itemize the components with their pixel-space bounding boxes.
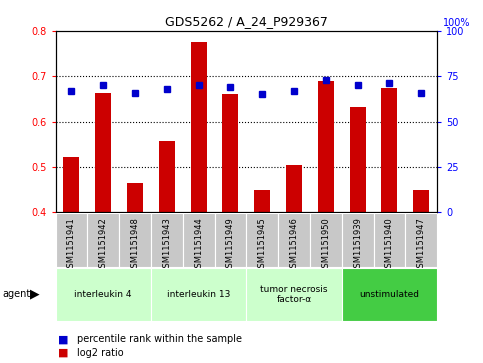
Bar	[95, 93, 111, 212]
Text: unstimulated: unstimulated	[359, 290, 419, 299]
Bar	[350, 107, 366, 212]
Text: ■: ■	[58, 348, 69, 358]
Bar	[151, 268, 246, 321]
Bar	[191, 42, 207, 212]
Text: percentile rank within the sample: percentile rank within the sample	[77, 334, 242, 344]
Text: GSM1151942: GSM1151942	[99, 217, 108, 273]
Text: GSM1151945: GSM1151945	[258, 217, 267, 273]
Bar	[246, 213, 278, 267]
Text: GSM1151941: GSM1151941	[67, 217, 76, 273]
Bar	[127, 183, 143, 212]
Text: GSM1151948: GSM1151948	[130, 217, 140, 273]
Text: 100%: 100%	[443, 18, 470, 28]
Bar	[342, 213, 373, 267]
Bar	[286, 165, 302, 212]
Bar	[223, 94, 239, 212]
Bar	[56, 213, 87, 267]
Text: GSM1151943: GSM1151943	[162, 217, 171, 273]
Text: interleukin 4: interleukin 4	[74, 290, 132, 299]
Text: GSM1151939: GSM1151939	[353, 217, 362, 273]
Text: ▶: ▶	[30, 287, 40, 301]
Bar	[373, 213, 405, 267]
Bar	[56, 268, 151, 321]
Text: log2 ratio: log2 ratio	[77, 348, 124, 358]
Text: GSM1151944: GSM1151944	[194, 217, 203, 273]
Bar	[119, 213, 151, 267]
Bar	[87, 213, 119, 267]
Bar	[405, 213, 437, 267]
Bar	[278, 213, 310, 267]
Bar	[382, 87, 398, 212]
Text: interleukin 13: interleukin 13	[167, 290, 230, 299]
Bar	[310, 213, 342, 267]
Bar	[254, 189, 270, 212]
Text: agent: agent	[2, 289, 30, 299]
Text: GSM1151950: GSM1151950	[321, 217, 330, 273]
Text: GSM1151949: GSM1151949	[226, 217, 235, 273]
Bar	[342, 268, 437, 321]
Bar	[246, 268, 342, 321]
Text: GSM1151946: GSM1151946	[289, 217, 298, 273]
Bar	[151, 213, 183, 267]
Title: GDS5262 / A_24_P929367: GDS5262 / A_24_P929367	[165, 15, 328, 28]
Bar	[413, 189, 429, 212]
Bar	[214, 213, 246, 267]
Bar	[63, 158, 79, 212]
Text: GSM1151940: GSM1151940	[385, 217, 394, 273]
Bar	[318, 81, 334, 212]
Bar	[183, 213, 214, 267]
Text: ■: ■	[58, 334, 69, 344]
Bar	[159, 140, 175, 212]
Text: tumor necrosis
factor-α: tumor necrosis factor-α	[260, 285, 328, 304]
Text: GSM1151947: GSM1151947	[417, 217, 426, 273]
